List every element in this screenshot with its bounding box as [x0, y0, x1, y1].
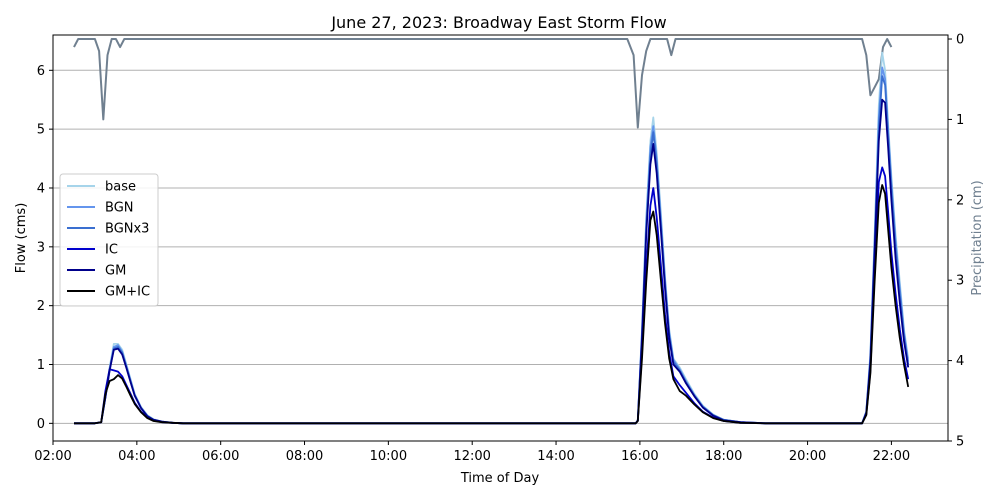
x-tick-label: 02:00 — [34, 449, 71, 464]
x-tick-label: 16:00 — [621, 449, 658, 464]
y2-axis-label: Precipitation (cm) — [970, 180, 985, 295]
y-tick-label: 3 — [37, 240, 45, 255]
x-tick-label: 06:00 — [202, 449, 239, 464]
x-tick-label: 14:00 — [537, 449, 574, 464]
legend-label: GM+IC — [105, 285, 150, 300]
y2-tick-label: 0 — [956, 33, 964, 48]
y2-axis: 0 1 2 3 4 5 — [948, 33, 964, 450]
x-tick-label: 08:00 — [286, 449, 323, 464]
y2-tick-label: 5 — [956, 435, 964, 450]
series-line-gm — [74, 98, 910, 425]
series-line-bgn — [74, 66, 910, 425]
y-tick-label: 0 — [37, 417, 45, 432]
series-line-base — [74, 51, 910, 425]
legend-label: BGNx3 — [105, 222, 149, 237]
series-line-ic — [74, 166, 910, 425]
x-tick-label: 18:00 — [705, 449, 742, 464]
series-line-bgnx3 — [74, 75, 910, 425]
y2-tick-label: 1 — [956, 113, 964, 128]
y2-tick-label: 3 — [956, 274, 964, 289]
y-tick-label: 4 — [37, 181, 45, 196]
x-tick-label: 04:00 — [118, 449, 155, 464]
plot-frame — [52, 34, 949, 442]
legend-label: base — [105, 180, 136, 195]
legend-label: BGN — [105, 201, 134, 216]
grid-layer — [53, 69, 948, 424]
y2-tick-label: 2 — [956, 193, 964, 208]
x-axis-label: Time of Day — [460, 471, 540, 486]
y-tick-label: 5 — [37, 123, 45, 138]
x-axis: 02:00 04:00 06:00 08:00 10:00 12:00 14:00 16:00… — [34, 441, 910, 464]
y-tick-label: 2 — [37, 299, 45, 314]
x-tick-label: 10:00 — [370, 449, 407, 464]
y-tick-label: 6 — [37, 64, 45, 79]
chart-title: June 27, 2023: Broadway East Storm Flow — [330, 13, 666, 32]
y-tick-label: 1 — [37, 358, 45, 373]
x-tick-label: 22:00 — [873, 449, 910, 464]
precipitation-line — [73, 38, 893, 129]
x-tick-label: 20:00 — [789, 449, 826, 464]
series-line-gm-ic — [74, 184, 910, 425]
y2-tick-label: 4 — [956, 354, 964, 369]
precipitation-layer — [73, 38, 893, 129]
legend-label: GM — [105, 264, 126, 279]
legend-label: IC — [105, 243, 118, 258]
y-axis-label: Flow (cms) — [14, 203, 29, 274]
series-layer — [74, 51, 910, 425]
legend: base BGN BGNx3 IC GM GM+IC — [59, 173, 159, 307]
y-axis: 0 1 2 3 4 5 6 — [37, 64, 53, 432]
x-tick-label: 12:00 — [453, 449, 490, 464]
